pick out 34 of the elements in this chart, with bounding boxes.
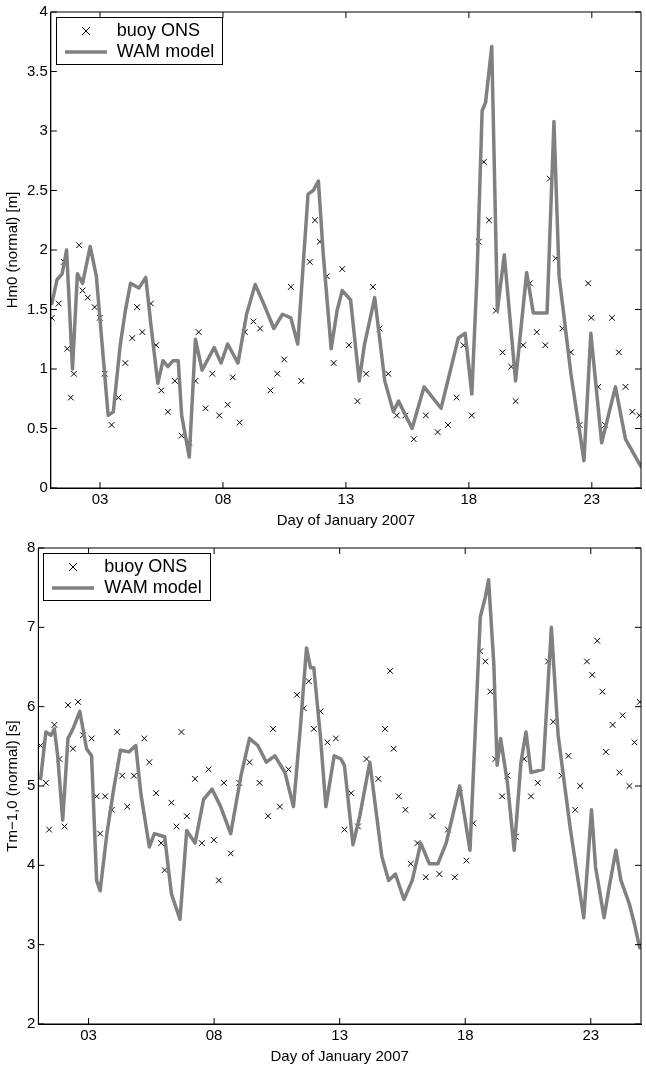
x-tick-label: 03 — [91, 490, 109, 508]
y-tick-label: 3 — [27, 934, 36, 952]
y-tick-label: 0.5 — [26, 418, 48, 436]
y-tick-label: 2 — [27, 1014, 36, 1032]
x-tick-label: 18 — [456, 1026, 474, 1044]
y-tick-label: 1 — [39, 359, 48, 377]
y-tick-label: 2 — [39, 240, 48, 258]
y-tick-label: 8 — [27, 538, 36, 556]
y-tick-label: 3 — [39, 121, 48, 139]
x-axis-title: Day of January 2007 — [270, 1047, 409, 1065]
y-tick-label: 5 — [27, 776, 36, 794]
x-tick-label: 13 — [337, 490, 355, 508]
legend-label: WAM model — [116, 41, 215, 62]
y-tick-label: 1.5 — [26, 299, 48, 317]
legend-label: buoy ONS — [116, 20, 200, 41]
x-tick-label: 03 — [80, 1026, 97, 1044]
y-tick-label: 4 — [39, 2, 48, 20]
y-tick-label: 4 — [27, 855, 36, 873]
x-tick-label: 23 — [582, 1026, 600, 1044]
legend-label: buoy ONS — [104, 556, 188, 577]
y-axis-title: Hm0 (normal) [m] — [3, 191, 21, 309]
x-tick-label: 13 — [331, 1026, 349, 1044]
x-axis-title: Day of January 2007 — [276, 511, 416, 529]
x-tick-label: 08 — [214, 490, 232, 508]
y-tick-label: 7 — [27, 617, 36, 635]
y-tick-label: 3.5 — [26, 61, 48, 79]
x-tick-label: 08 — [205, 1026, 223, 1044]
x-tick-label: 23 — [583, 490, 601, 508]
legend-label: WAM model — [104, 577, 202, 598]
x-tick-label: 18 — [460, 490, 478, 508]
y-axis-title: Tm−1,0 (normal) [s] — [3, 720, 21, 852]
y-tick-label: 2.5 — [26, 180, 48, 198]
y-tick-label: 6 — [27, 696, 36, 714]
y-tick-label: 0 — [39, 478, 48, 496]
